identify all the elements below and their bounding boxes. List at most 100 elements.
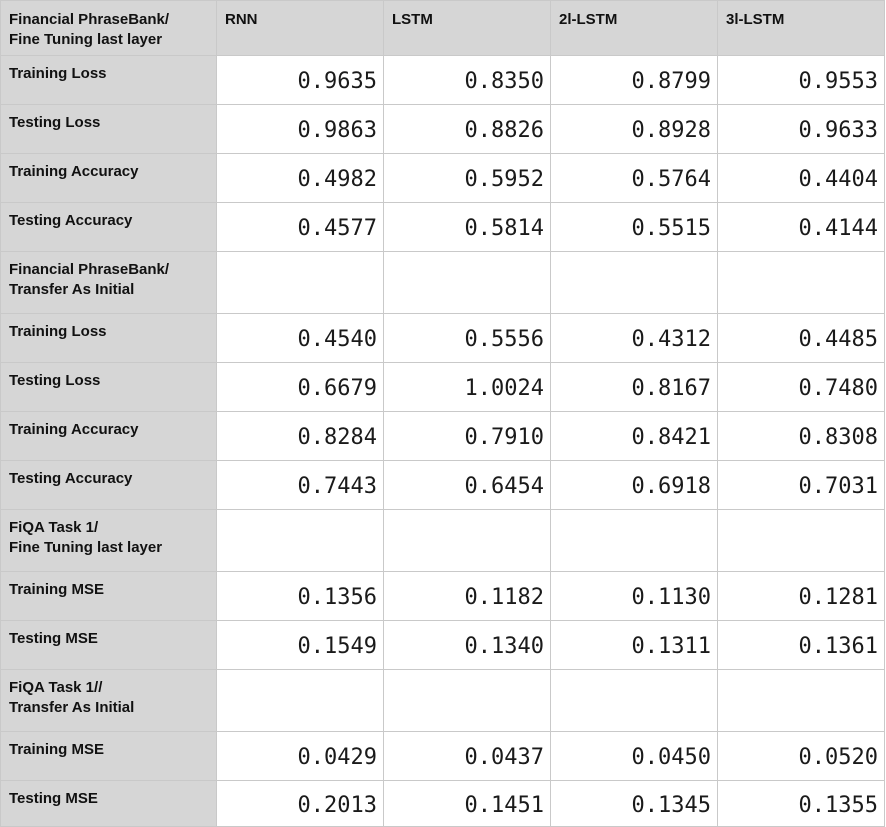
table-cell: 0.8928 <box>550 104 718 154</box>
table-cell: 0.4404 <box>717 153 885 203</box>
corner-header: Financial PhraseBank/ Fine Tuning last l… <box>0 0 217 56</box>
row-label: Testing Accuracy <box>0 202 217 252</box>
table-cell: 0.9633 <box>717 104 885 154</box>
table-row: Testing Accuracy 0.4577 0.5814 0.5515 0.… <box>0 202 885 252</box>
column-header-2l-lstm: 2l-LSTM <box>550 0 718 56</box>
table-cell: 0.1451 <box>383 780 551 827</box>
empty-cell <box>550 669 718 732</box>
table-cell: 0.4312 <box>550 313 718 363</box>
table-cell: 0.4540 <box>216 313 384 363</box>
table-cell: 0.5952 <box>383 153 551 203</box>
row-label: Training Loss <box>0 313 217 363</box>
table-cell: 0.8350 <box>383 55 551 105</box>
table-cell: 0.0437 <box>383 731 551 781</box>
section-label-line1: Financial PhraseBank/ <box>9 261 170 278</box>
row-label: Testing MSE <box>0 780 217 827</box>
table-cell: 0.5556 <box>383 313 551 363</box>
section-row: FiQA Task 1// Transfer As Initial <box>0 669 885 732</box>
table-row: Testing Accuracy 0.7443 0.6454 0.6918 0.… <box>0 460 885 510</box>
table-row: Testing MSE 0.2013 0.1451 0.1345 0.1355 <box>0 780 885 827</box>
row-label: Testing Loss <box>0 362 217 412</box>
empty-cell <box>383 251 551 314</box>
section-label-line2: Fine Tuning last layer <box>9 539 163 556</box>
table-cell: 0.8167 <box>550 362 718 412</box>
table-cell: 0.6918 <box>550 460 718 510</box>
table-cell: 0.5764 <box>550 153 718 203</box>
table-cell: 0.5515 <box>550 202 718 252</box>
table-cell: 0.7031 <box>717 460 885 510</box>
table-cell: 0.7910 <box>383 411 551 461</box>
table-cell: 0.8799 <box>550 55 718 105</box>
row-label: Training Accuracy <box>0 153 217 203</box>
table-row: Training Accuracy 0.8284 0.7910 0.8421 0… <box>0 411 885 461</box>
section-label-line1: FiQA Task 1// <box>9 679 103 696</box>
empty-cell <box>717 509 885 572</box>
table-cell: 0.5814 <box>383 202 551 252</box>
table-row: Testing Loss 0.6679 1.0024 0.8167 0.7480 <box>0 362 885 412</box>
table-cell: 0.1361 <box>717 620 885 670</box>
column-header-rnn: RNN <box>216 0 384 56</box>
table-cell: 0.1355 <box>717 780 885 827</box>
table-cell: 0.7480 <box>717 362 885 412</box>
column-header-lstm: LSTM <box>383 0 551 56</box>
section-label: Financial PhraseBank/ Transfer As Initia… <box>0 251 217 314</box>
row-label: Training MSE <box>0 731 217 781</box>
empty-cell <box>216 669 384 732</box>
table-cell: 0.1356 <box>216 571 384 621</box>
table-cell: 0.1345 <box>550 780 718 827</box>
row-label: Testing Loss <box>0 104 217 154</box>
table-cell: 0.9553 <box>717 55 885 105</box>
table-cell: 0.9863 <box>216 104 384 154</box>
empty-cell <box>216 509 384 572</box>
table-cell: 0.4144 <box>717 202 885 252</box>
empty-cell <box>717 669 885 732</box>
row-label: Training Loss <box>0 55 217 105</box>
row-label: Training MSE <box>0 571 217 621</box>
table-cell: 0.2013 <box>216 780 384 827</box>
section-label-line1: FiQA Task 1/ <box>9 519 99 536</box>
empty-cell <box>550 251 718 314</box>
corner-header-line1: Financial PhraseBank/ <box>9 11 170 28</box>
empty-cell <box>550 509 718 572</box>
table-cell: 0.4485 <box>717 313 885 363</box>
table-cell: 0.1182 <box>383 571 551 621</box>
empty-cell <box>717 251 885 314</box>
section-label-line2: Transfer As Initial <box>9 699 135 716</box>
table-cell: 0.0450 <box>550 731 718 781</box>
section-label: FiQA Task 1/ Fine Tuning last layer <box>0 509 217 572</box>
table-cell: 0.8421 <box>550 411 718 461</box>
section-label: FiQA Task 1// Transfer As Initial <box>0 669 217 732</box>
table-row: Training MSE 0.0429 0.0437 0.0450 0.0520 <box>0 731 885 781</box>
section-row: FiQA Task 1/ Fine Tuning last layer <box>0 509 885 572</box>
table-cell: 0.8826 <box>383 104 551 154</box>
table-row: Testing MSE 0.1549 0.1340 0.1311 0.1361 <box>0 620 885 670</box>
empty-cell <box>383 509 551 572</box>
table-cell: 0.6679 <box>216 362 384 412</box>
table-cell: 0.1311 <box>550 620 718 670</box>
table-cell: 0.4982 <box>216 153 384 203</box>
section-label-line2: Transfer As Initial <box>9 281 135 298</box>
table-cell: 0.1340 <box>383 620 551 670</box>
table-cell: 0.7443 <box>216 460 384 510</box>
table-cell: 1.0024 <box>383 362 551 412</box>
table-row: Testing Loss 0.9863 0.8826 0.8928 0.9633 <box>0 104 885 154</box>
row-label: Training Accuracy <box>0 411 217 461</box>
table-cell: 0.9635 <box>216 55 384 105</box>
empty-cell <box>216 251 384 314</box>
row-label: Testing Accuracy <box>0 460 217 510</box>
table-cell: 0.1549 <box>216 620 384 670</box>
table-cell: 0.1130 <box>550 571 718 621</box>
empty-cell <box>383 669 551 732</box>
table-cell: 0.6454 <box>383 460 551 510</box>
table-cell: 0.1281 <box>717 571 885 621</box>
table-cell: 0.0429 <box>216 731 384 781</box>
row-label: Testing MSE <box>0 620 217 670</box>
column-header-3l-lstm: 3l-LSTM <box>717 0 885 56</box>
header-row: Financial PhraseBank/ Fine Tuning last l… <box>0 0 885 56</box>
table-row: Training Loss 0.9635 0.8350 0.8799 0.955… <box>0 55 885 105</box>
table-row: Training Accuracy 0.4982 0.5952 0.5764 0… <box>0 153 885 203</box>
table-cell: 0.8284 <box>216 411 384 461</box>
corner-header-line2: Fine Tuning last layer <box>9 31 163 48</box>
table-cell: 0.4577 <box>216 202 384 252</box>
table-cell: 0.0520 <box>717 731 885 781</box>
